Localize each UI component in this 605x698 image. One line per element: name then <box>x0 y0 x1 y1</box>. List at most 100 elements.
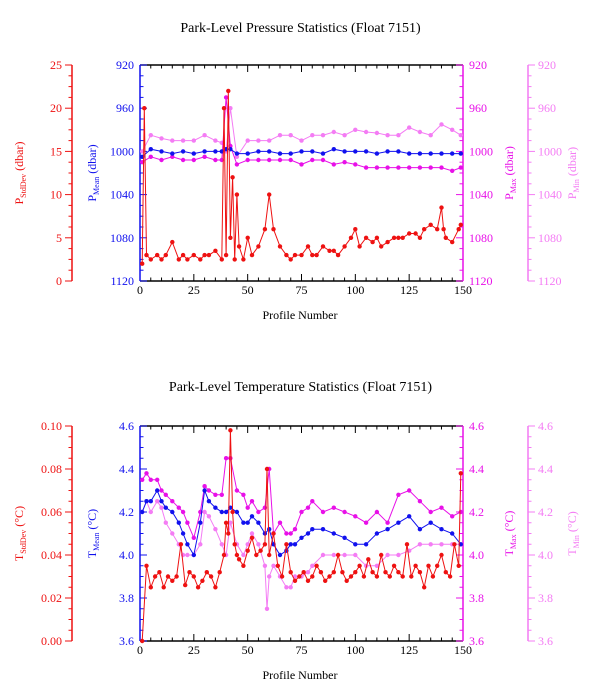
pressure-mean-tick-label: 1080 <box>110 231 134 245</box>
temperature-stddev-point <box>452 542 457 547</box>
pressure-min-point <box>310 133 315 138</box>
temperature-stddev-point <box>391 563 397 568</box>
temperature-stddev-point <box>366 557 371 562</box>
temperature-max-point <box>284 531 289 536</box>
pressure-max-tick-label: 1000 <box>469 144 493 158</box>
temperature-min-point <box>353 552 358 558</box>
temperature-mean-point <box>140 509 145 515</box>
pressure-stddev-point <box>245 235 250 240</box>
temperature-max-point <box>353 514 358 519</box>
temperature-min-point <box>159 505 164 510</box>
pressure-mean-point <box>245 151 250 156</box>
pressure-max-point <box>396 165 401 170</box>
pressure-min-point <box>417 129 423 135</box>
temperature-stddev-point <box>221 552 227 558</box>
pressure-chart-title: Park-Level Pressure Statistics (Float 71… <box>180 21 421 36</box>
temperature-mean-point <box>407 514 412 519</box>
temperature-max-point <box>277 520 283 525</box>
temperature-mean-point <box>428 520 433 525</box>
pressure-stddev-point <box>385 239 390 245</box>
temperature-stddev-point <box>200 578 205 583</box>
pressure-min-point <box>191 138 196 143</box>
pressure-stddev-point <box>148 257 153 262</box>
pressure-stddev-point <box>413 231 418 236</box>
pressure-max-point <box>363 165 369 170</box>
temperature-stddev-point <box>232 542 237 547</box>
pressure-stddev-point <box>277 244 283 249</box>
pressure-mean-tick-label: 920 <box>116 58 134 72</box>
pressure-max-point <box>407 165 412 170</box>
pressure-min-point <box>363 129 369 135</box>
pressure-max-point <box>256 157 261 163</box>
pressure-x-tick-label: 50 <box>242 283 254 297</box>
temperature-stddev-point <box>305 578 311 583</box>
temperature-stddev-tick-label: 0.04 <box>41 548 62 562</box>
temperature-mean-point <box>353 542 358 547</box>
temperature-mean-point <box>450 531 455 536</box>
temperature-min-axis-title: TMin (°C) <box>565 511 581 555</box>
temperature-plot-area: 0 25 50 75 100 125 150 0.00 0.02 0.04 0.06 0.08 0.10… <box>12 419 581 657</box>
temperature-max-point <box>155 477 160 482</box>
temperature-mean-point <box>163 505 168 510</box>
pressure-min-point <box>234 154 240 159</box>
temperature-max-point <box>148 477 153 482</box>
temperature-x-tick-label: 50 <box>242 643 254 657</box>
temperature-mean-point <box>385 527 390 532</box>
temperature-mean-point <box>191 552 196 558</box>
pressure-max-tick-label: 960 <box>469 101 487 115</box>
pressure-stddev-tick-label: 10 <box>50 188 62 202</box>
pressure-stddev-point <box>284 252 289 258</box>
pressure-stddev-point <box>221 106 227 111</box>
temperature-max-point <box>163 492 168 497</box>
temperature-stddev-point <box>217 570 222 575</box>
temperature-max-point <box>310 499 315 504</box>
pressure-min-point <box>159 136 164 141</box>
temperature-x-axis-label: Profile Number <box>263 668 338 682</box>
pressure-stddev-point <box>363 235 369 240</box>
temperature-stddev-point <box>275 563 280 568</box>
pressure-mean-point <box>191 151 196 156</box>
pressure-stddev-point <box>400 235 405 240</box>
temperature-mean-tick-label: 4.0 <box>119 548 134 562</box>
temperature-mean-point <box>155 488 160 493</box>
temperature-stddev-point <box>279 574 285 579</box>
temperature-max-point <box>228 456 233 461</box>
temperature-min-point <box>342 552 347 558</box>
temperature-max-point <box>180 509 186 515</box>
temperature-min-point <box>264 606 270 611</box>
temperature-mean-point <box>144 499 149 504</box>
temperature-stddev-point <box>223 520 229 525</box>
pressure-stddev-point <box>249 252 255 258</box>
pressure-mean-point <box>363 149 369 154</box>
pressure-stddev-tick-label: 5 <box>56 231 62 245</box>
pressure-mean-tick-label: 1000 <box>110 144 134 158</box>
pressure-stddev-point <box>396 235 401 240</box>
pressure-max-point <box>148 154 153 159</box>
pressure-plot-area: 0 25 50 75 100 125 150 0 5 10 15 20 25 PStdDev (dbar)… <box>12 58 581 297</box>
pressure-min-point <box>213 138 218 143</box>
pressure-mean-point <box>458 151 463 156</box>
pressure-stddev-point <box>223 252 229 258</box>
temperature-stddev-point <box>379 552 384 558</box>
temperature-stddev-point <box>301 570 306 575</box>
temperature-max-series <box>140 456 463 540</box>
temperature-min-tick-label: 4.6 <box>538 419 553 433</box>
temperature-stddev-point <box>327 574 332 579</box>
pressure-stddev-point <box>163 252 168 258</box>
temperature-stddev-point <box>409 574 414 579</box>
temperature-stddev-point <box>267 552 272 558</box>
temperature-stddev-point <box>226 531 231 536</box>
pressure-min-tick-label: 920 <box>538 58 556 72</box>
temperature-mean-point <box>374 531 380 536</box>
pressure-stddev-point <box>234 192 240 197</box>
temperature-mean-point <box>198 520 203 525</box>
pressure-stddev-point <box>428 222 433 227</box>
temperature-stddev-point <box>191 574 196 579</box>
pressure-stddev-point <box>176 257 181 262</box>
temperature-mean-point <box>219 509 224 515</box>
temperature-stddev-point <box>383 570 388 575</box>
temperature-max-point <box>292 527 298 532</box>
pressure-mean-point <box>310 149 315 154</box>
pressure-stddev-point <box>443 235 448 240</box>
pressure-max-point <box>223 95 229 100</box>
